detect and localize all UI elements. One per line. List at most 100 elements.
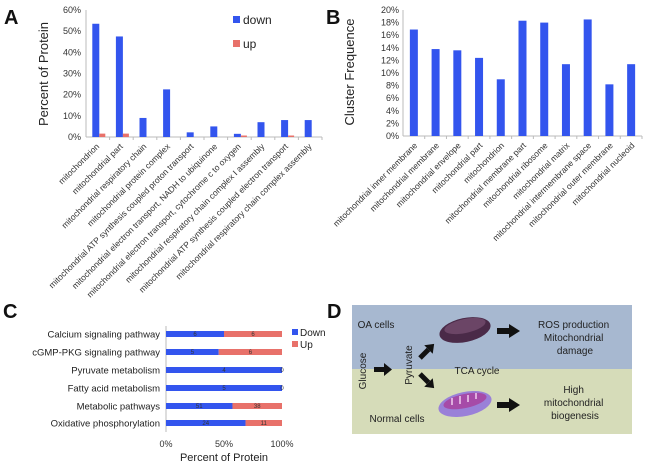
category-label: Calcium signaling pathway	[48, 330, 161, 341]
bar-up	[240, 135, 247, 137]
arrow-to-biogenesis-icon	[497, 398, 520, 412]
y-tick-label: 30%	[63, 69, 81, 79]
data-label-up: 0	[280, 386, 284, 392]
y-tick-label: 6%	[386, 93, 399, 103]
x-category-label: mitochondrial inner membrane	[331, 140, 419, 228]
y-tick-label: 40%	[63, 47, 81, 57]
bar-up	[224, 331, 282, 337]
data-label-down: 5	[191, 350, 195, 356]
y-tick-label: 20%	[63, 90, 81, 100]
y-tick-label: 50%	[63, 26, 81, 36]
bar	[561, 64, 570, 136]
panel-b-y-title: Cluster Frequence	[342, 19, 357, 126]
data-label-up: 0	[280, 368, 284, 374]
arrow-down-to-normal-icon	[418, 372, 435, 389]
tca-cycle-label: TCA cycle	[454, 366, 499, 377]
legend-swatch-up	[292, 341, 298, 347]
bar-down	[304, 120, 312, 137]
legend-swatch-down	[233, 16, 240, 23]
bar-down	[166, 367, 282, 373]
data-label-up: 6	[249, 350, 253, 356]
x-tick-label: 100%	[270, 439, 293, 449]
category-label: Metabolic pathways	[77, 402, 161, 413]
bar	[583, 19, 592, 137]
normal-cells-region	[352, 369, 632, 434]
panel-c-legend: Down Up	[292, 328, 326, 351]
panel-c-chart: C Percent of Protein Down Up 0% 50% 100% Ca…	[3, 301, 326, 464]
bar-up	[245, 420, 282, 426]
bar-up	[122, 133, 129, 137]
bar-down	[166, 420, 246, 426]
bar	[453, 50, 462, 136]
bar-down	[139, 117, 147, 137]
oa-outcome-text: ROS production Mitochondrial damage	[538, 320, 612, 357]
legend-label-down: Down	[300, 328, 326, 339]
x-tick-label: 50%	[215, 439, 233, 449]
data-label-down: 4	[222, 368, 226, 374]
normal-outcome-text: High mitochondrial biogenesis	[544, 385, 606, 422]
bar-up	[218, 349, 282, 355]
data-label-down: 5	[222, 386, 226, 392]
bar	[627, 64, 636, 136]
bar-down	[163, 89, 171, 137]
bar-down	[166, 331, 224, 337]
damaged-mitochondrion-icon	[439, 317, 491, 343]
bar	[496, 79, 505, 136]
y-tick-label: 18%	[381, 18, 399, 28]
bar-down	[281, 120, 289, 137]
panel-label-a: A	[4, 7, 18, 29]
panel-d-diagram: D OA cells Normal cells Glucose Pyruvate…	[327, 301, 632, 434]
bar-down	[186, 132, 194, 137]
arrow-glucose-to-pyruvate-icon	[374, 363, 392, 376]
bar-down	[233, 133, 241, 137]
bar	[431, 49, 440, 137]
category-label: Fatty acid metabolism	[68, 384, 160, 395]
y-tick-label: 14%	[381, 43, 399, 53]
data-label-down: 6	[193, 332, 197, 338]
healthy-mitochondrion-icon	[438, 390, 492, 418]
category-label: cGMP-PKG signaling pathway	[32, 348, 160, 359]
bar-down	[166, 349, 219, 355]
panel-b-chart: B Cluster Frequence 0% 2% 4% 6% 8% 10% 12% 14% 1…	[326, 5, 643, 243]
bar	[605, 84, 614, 136]
bar-down	[257, 122, 265, 137]
data-label-up: 11	[261, 421, 268, 427]
bar	[409, 29, 418, 137]
y-tick-label: 20%	[381, 5, 399, 15]
panel-a-legend: down up	[233, 13, 272, 51]
y-tick-label: 0%	[68, 132, 81, 142]
data-label-up: 6	[251, 332, 255, 338]
normal-cells-label: Normal cells	[369, 414, 424, 425]
data-label-down: 24	[202, 421, 209, 427]
legend-label-up: up	[243, 37, 257, 51]
arrow-up-to-oa-icon	[418, 343, 435, 360]
panel-a-chart: A Percent of Protein down up 0% 10% 20% 30%…	[4, 5, 323, 299]
y-tick-label: 8%	[386, 81, 399, 91]
data-label-up: 38	[254, 404, 261, 410]
bar-up	[232, 403, 282, 409]
legend-swatch-down	[292, 329, 298, 335]
bar-down	[166, 403, 233, 409]
legend-label-up: Up	[300, 340, 313, 351]
panel-label-b: B	[326, 7, 340, 29]
data-label-down: 51	[196, 404, 203, 410]
category-label: Pyruvate metabolism	[71, 366, 160, 377]
y-tick-label: 0%	[386, 131, 399, 141]
y-tick-label: 4%	[386, 106, 399, 116]
bar	[540, 22, 549, 137]
y-tick-label: 16%	[381, 30, 399, 40]
panel-label-d: D	[327, 301, 341, 323]
category-label: Oxidative phosphorylation	[51, 419, 160, 430]
y-tick-label: 60%	[63, 5, 81, 15]
y-tick-label: 10%	[63, 111, 81, 121]
bar-down	[115, 36, 123, 138]
legend-label-down: down	[243, 13, 272, 27]
bar-down	[210, 126, 218, 137]
panel-a-y-title: Percent of Protein	[36, 22, 51, 126]
pyruvate-label: Pyruvate	[404, 345, 415, 385]
x-tick-label: 0%	[159, 439, 172, 449]
y-tick-label: 2%	[386, 118, 399, 128]
oa-cells-region	[352, 305, 632, 369]
panel-label-c: C	[3, 301, 17, 323]
panel-c-x-title: Percent of Protein	[180, 452, 268, 464]
